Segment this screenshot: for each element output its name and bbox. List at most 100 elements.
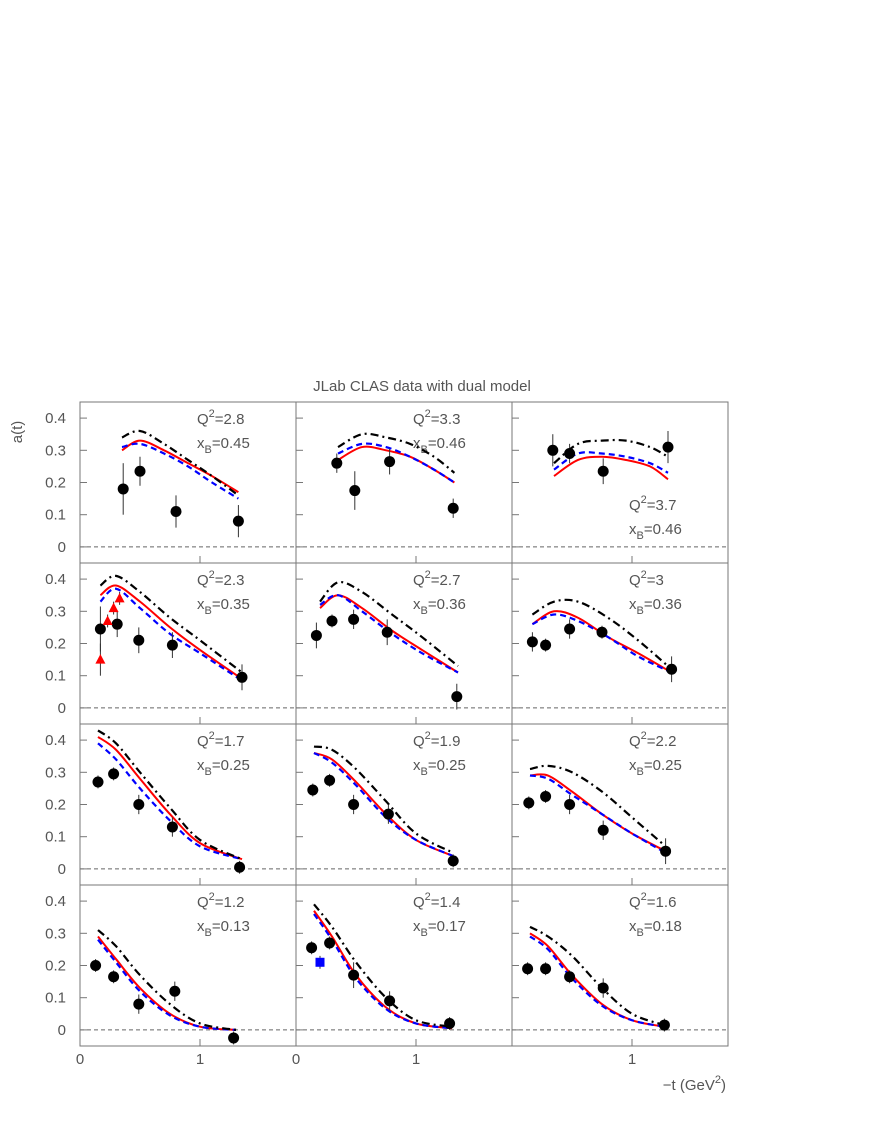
- q2-label-part: 2: [641, 891, 647, 903]
- data-point: [540, 639, 552, 651]
- xb-label-part: x: [629, 596, 637, 613]
- q2-label-part: =2.3: [215, 572, 245, 589]
- q2-label-part: Q: [413, 411, 425, 428]
- xb-label-part: x: [629, 521, 637, 538]
- xb-label: xB=0.45: [197, 435, 250, 456]
- q2-label-part: 2: [209, 730, 215, 742]
- q2-label-part: =1.2: [215, 894, 245, 911]
- xb-label-part: x: [197, 757, 205, 774]
- model-curve: [99, 574, 243, 674]
- panel-frame: [295, 401, 513, 564]
- data-point: [170, 505, 182, 517]
- x-tick-label: 1: [412, 1051, 420, 1068]
- q2-label-part: Q: [413, 733, 425, 750]
- data-point: [331, 457, 343, 469]
- q2-label: Q2=1.4: [413, 891, 460, 911]
- data-point: [348, 613, 360, 625]
- xb-label-part: B: [205, 605, 212, 617]
- y-tick-label: 0.3: [45, 603, 66, 620]
- y-tick-label: 0: [58, 861, 66, 878]
- y-tick-label: 0.2: [45, 475, 66, 492]
- q2-label: Q2=1.6: [629, 891, 676, 911]
- data-point: [133, 998, 145, 1010]
- data-point: [447, 855, 459, 867]
- xb-label: xB=0.25: [413, 757, 466, 778]
- xb-label-part: B: [637, 530, 644, 542]
- xb-label-part: x: [413, 596, 421, 613]
- xb-label-part: x: [197, 596, 205, 613]
- q2-label-part: Q: [413, 894, 425, 911]
- y-tick-label: 0.1: [45, 668, 66, 685]
- data-point: [662, 441, 674, 453]
- q2-label-part: 2: [641, 494, 647, 506]
- xb-label-part: =0.25: [644, 757, 682, 774]
- xb-label-part: B: [421, 766, 428, 778]
- q2-label: Q2=2.3: [197, 569, 244, 589]
- data-point: [133, 799, 145, 810]
- x-axis-label-part: −t (GeV: [663, 1077, 715, 1094]
- xb-label: xB=0.17: [413, 918, 466, 939]
- xb-label-part: =0.35: [212, 596, 250, 613]
- y-tick-label: 0.1: [45, 507, 66, 524]
- xb-label-part: =0.36: [644, 596, 682, 613]
- xb-label-part: x: [413, 757, 421, 774]
- data-point: [660, 845, 672, 857]
- xb-label-part: B: [205, 444, 212, 456]
- model-curve: [531, 598, 673, 671]
- q2-label-part: 2: [425, 408, 431, 420]
- data-point: [236, 671, 248, 683]
- y-tick-label: 0: [58, 700, 66, 717]
- x-axis-label-part: 2: [715, 1074, 721, 1086]
- xb-label-part: x: [197, 435, 205, 452]
- q2-label-part: =3.3: [431, 411, 461, 428]
- data-point: [166, 821, 178, 833]
- xb-label-part: x: [629, 757, 637, 774]
- data-point: [444, 1017, 456, 1029]
- data-point: [228, 1032, 240, 1044]
- model-curve: [313, 751, 454, 858]
- model-curve: [529, 935, 665, 1028]
- data-point: [102, 615, 113, 625]
- panel-frame: [79, 562, 297, 725]
- q2-label-part: Q: [629, 572, 641, 589]
- model-curve: [553, 451, 669, 474]
- q2-label-part: =1.4: [431, 894, 461, 911]
- model-curve: [337, 442, 455, 484]
- x-tick-label: 1: [628, 1051, 636, 1068]
- data-point: [232, 515, 244, 527]
- data-point: [94, 623, 106, 635]
- xb-label: xB=0.36: [629, 596, 682, 617]
- model-curve: [337, 432, 456, 474]
- model-curve: [97, 742, 243, 861]
- xb-label-part: x: [413, 435, 421, 452]
- xb-label-part: B: [205, 927, 212, 939]
- model-curve: [529, 773, 667, 853]
- q2-label: Q2=1.7: [197, 730, 244, 750]
- q2-label: Q2=2.8: [197, 408, 244, 428]
- data-point: [90, 960, 102, 971]
- data-point: [523, 797, 535, 809]
- model-curve: [319, 594, 459, 674]
- model-curve: [313, 752, 454, 857]
- data-point: [384, 456, 396, 468]
- xb-label-part: x: [197, 918, 205, 935]
- data-point: [310, 629, 322, 641]
- model-curve: [529, 774, 667, 854]
- xb-label-part: =0.36: [428, 596, 466, 613]
- data-point: [564, 799, 576, 810]
- data-point: [564, 448, 576, 460]
- data-point: [597, 824, 609, 836]
- x-axis-label-part: ): [721, 1077, 726, 1094]
- data-point: [307, 784, 319, 796]
- data-point: [564, 971, 576, 983]
- q2-label-part: 2: [641, 569, 647, 581]
- x-tick-label: 1: [196, 1051, 204, 1068]
- data-point: [92, 776, 104, 788]
- panel-frame: [79, 723, 297, 886]
- xb-label-part: =0.13: [212, 918, 250, 935]
- xb-label-part: B: [637, 766, 644, 778]
- data-point: [326, 615, 338, 627]
- data-point: [447, 502, 459, 514]
- model-curve: [97, 729, 243, 861]
- chart-title: JLab CLAS data with dual model: [313, 378, 531, 395]
